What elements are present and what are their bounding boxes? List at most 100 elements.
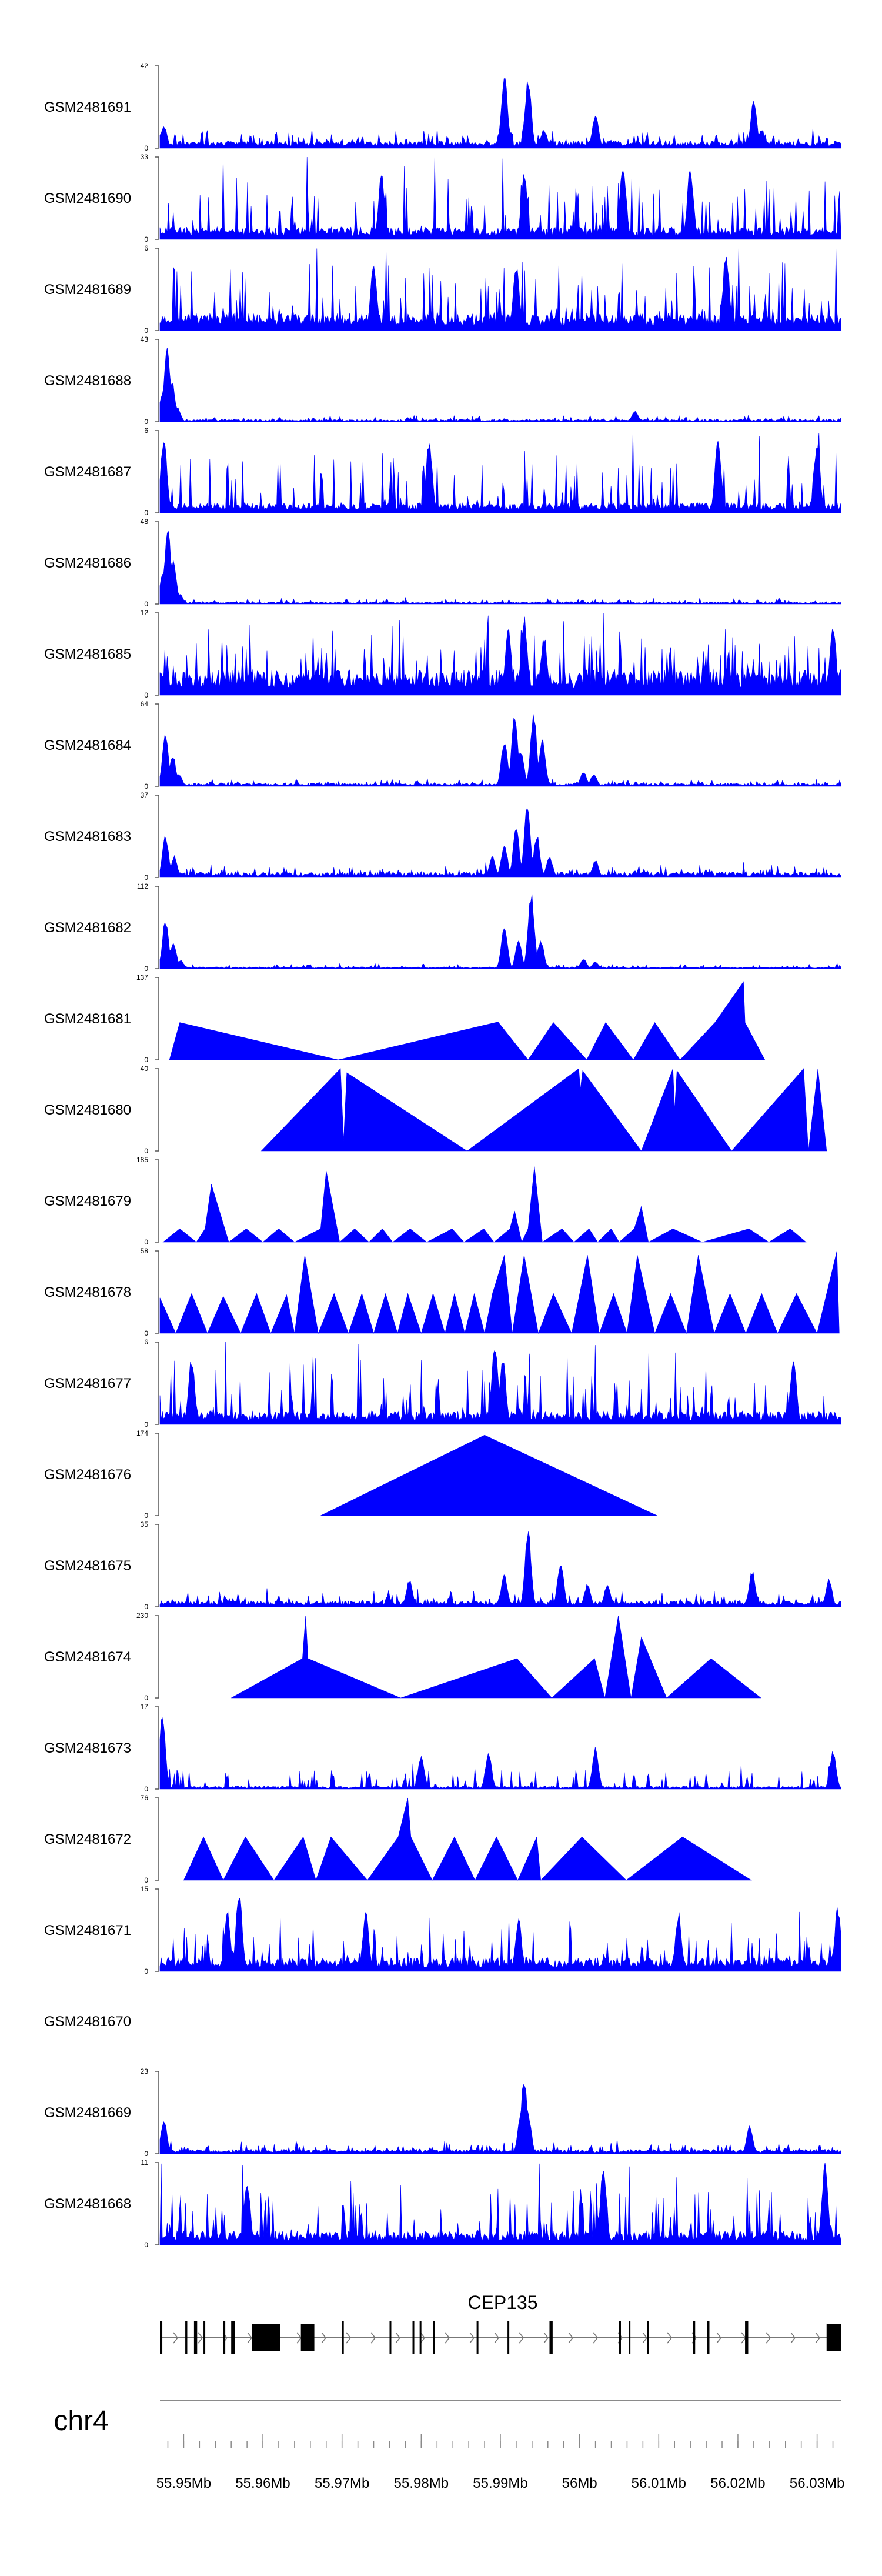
track-GSM2481690: GSM2481690 33 0 bbox=[44, 153, 841, 243]
y-axis-min-label: 0 bbox=[144, 418, 148, 426]
track-GSM2481691: GSM2481691 42 0 bbox=[44, 62, 841, 152]
y-axis-min-label: 0 bbox=[144, 873, 148, 882]
y-axis-min-label: 0 bbox=[144, 1147, 148, 1155]
track-GSM2481671: GSM2481671 15 0 bbox=[44, 1885, 841, 1976]
y-axis-max-label: 17 bbox=[141, 1703, 149, 1711]
coverage-area bbox=[159, 530, 841, 605]
y-axis: 112 0 bbox=[137, 882, 159, 973]
track-label: GSM2481683 bbox=[44, 829, 131, 845]
strand-arrow bbox=[543, 2332, 549, 2344]
y-axis-max-label: 76 bbox=[141, 1794, 149, 1802]
gene-label: CEP135 bbox=[467, 2292, 537, 2313]
track-label: GSM2481678 bbox=[44, 1284, 131, 1300]
strand-arrow bbox=[420, 2332, 426, 2344]
strand-arrow bbox=[766, 2332, 771, 2344]
track-label: GSM2481689 bbox=[44, 282, 131, 298]
coverage-area bbox=[159, 2162, 841, 2245]
exon bbox=[433, 2321, 435, 2354]
track-label: GSM2481680 bbox=[44, 1102, 131, 1118]
track-label: GSM2481670 bbox=[44, 2014, 131, 2030]
track-label: GSM2481677 bbox=[44, 1376, 131, 1392]
strand-arrow bbox=[593, 2332, 599, 2344]
strand-arrow bbox=[346, 2332, 352, 2344]
y-axis-max-label: 15 bbox=[141, 1885, 149, 1893]
y-axis: 48 0 bbox=[141, 518, 159, 608]
y-axis-min-label: 0 bbox=[144, 600, 148, 608]
y-axis-min-label: 0 bbox=[144, 1420, 148, 1429]
y-axis: 17 0 bbox=[141, 1703, 159, 1793]
y-axis-max-label: 230 bbox=[136, 1611, 148, 1620]
track-GSM2481682: GSM2481682 112 0 bbox=[44, 882, 841, 973]
y-axis: 137 0 bbox=[136, 973, 159, 1064]
track-label: GSM2481688 bbox=[44, 373, 131, 389]
y-axis-min-label: 0 bbox=[144, 2150, 148, 2158]
exon bbox=[185, 2321, 188, 2354]
track-label: GSM2481686 bbox=[44, 555, 131, 571]
y-axis-max-label: 137 bbox=[136, 973, 148, 982]
exon bbox=[412, 2321, 415, 2354]
exon bbox=[300, 2324, 315, 2351]
y-axis-min-label: 0 bbox=[144, 1694, 148, 1702]
axis-tick-label: 55.96Mb bbox=[235, 2475, 290, 2491]
axis-tick-label: 55.97Mb bbox=[315, 2475, 369, 2491]
y-axis-max-label: 12 bbox=[141, 609, 149, 617]
strand-arrow bbox=[173, 2332, 179, 2344]
y-axis-max-label: 37 bbox=[141, 791, 149, 799]
y-axis-max-label: 42 bbox=[141, 62, 149, 70]
y-axis: 12 0 bbox=[141, 609, 159, 699]
strand-arrow bbox=[395, 2332, 401, 2344]
axis-tick-label: 56Mb bbox=[562, 2475, 597, 2491]
coverage-area bbox=[159, 612, 841, 696]
y-axis: 43 0 bbox=[141, 335, 159, 426]
coverage-area bbox=[320, 1434, 657, 1516]
y-axis-max-label: 6 bbox=[144, 244, 148, 252]
track-label: GSM2481691 bbox=[44, 99, 131, 115]
strand-arrow bbox=[568, 2332, 574, 2344]
y-axis-min-label: 0 bbox=[144, 1511, 148, 1520]
y-axis: 42 0 bbox=[141, 62, 159, 152]
exon bbox=[223, 2321, 226, 2354]
exon bbox=[476, 2321, 479, 2354]
y-axis-min-label: 0 bbox=[144, 1056, 148, 1064]
strand-arrow bbox=[469, 2332, 475, 2344]
exon bbox=[826, 2324, 841, 2351]
track-label: GSM2481671 bbox=[44, 1923, 131, 1938]
track-label: GSM2481690 bbox=[44, 191, 131, 206]
coverage-area bbox=[159, 430, 841, 513]
exon bbox=[419, 2321, 422, 2354]
coverage-area bbox=[260, 1068, 827, 1152]
y-axis-max-label: 112 bbox=[137, 882, 148, 890]
exon bbox=[745, 2321, 749, 2354]
strand-arrow bbox=[716, 2332, 722, 2344]
exon bbox=[193, 2321, 198, 2354]
track-GSM2481669: GSM2481669 23 0 bbox=[44, 2067, 841, 2158]
exon bbox=[231, 2321, 235, 2354]
y-axis-min-label: 0 bbox=[144, 144, 148, 152]
y-axis-min-label: 0 bbox=[144, 1785, 148, 1793]
coverage-area bbox=[183, 1797, 752, 1881]
track-label: GSM2481682 bbox=[44, 920, 131, 936]
exon bbox=[619, 2321, 621, 2354]
strand-arrow bbox=[370, 2332, 376, 2344]
y-axis: 58 0 bbox=[141, 1247, 159, 1337]
coverage-area bbox=[159, 894, 841, 969]
y-axis-max-label: 35 bbox=[141, 1520, 149, 1529]
axis-tick-label: 55.95Mb bbox=[156, 2475, 211, 2491]
y-axis: 37 0 bbox=[141, 791, 159, 882]
y-axis-max-label: 23 bbox=[141, 2067, 149, 2076]
y-axis-min-label: 0 bbox=[144, 1329, 148, 1337]
track-GSM2481680: GSM2481680 40 0 bbox=[44, 1065, 827, 1155]
coverage-area bbox=[159, 1531, 841, 1607]
y-axis-max-label: 33 bbox=[141, 153, 149, 161]
y-axis-max-label: 43 bbox=[141, 335, 149, 343]
track-label: GSM2481687 bbox=[44, 464, 131, 480]
y-axis-max-label: 48 bbox=[141, 518, 149, 526]
track-label: GSM2481668 bbox=[44, 2196, 131, 2212]
axis-tick-label: 55.98Mb bbox=[394, 2475, 449, 2491]
track-label: GSM2481681 bbox=[44, 1011, 131, 1027]
